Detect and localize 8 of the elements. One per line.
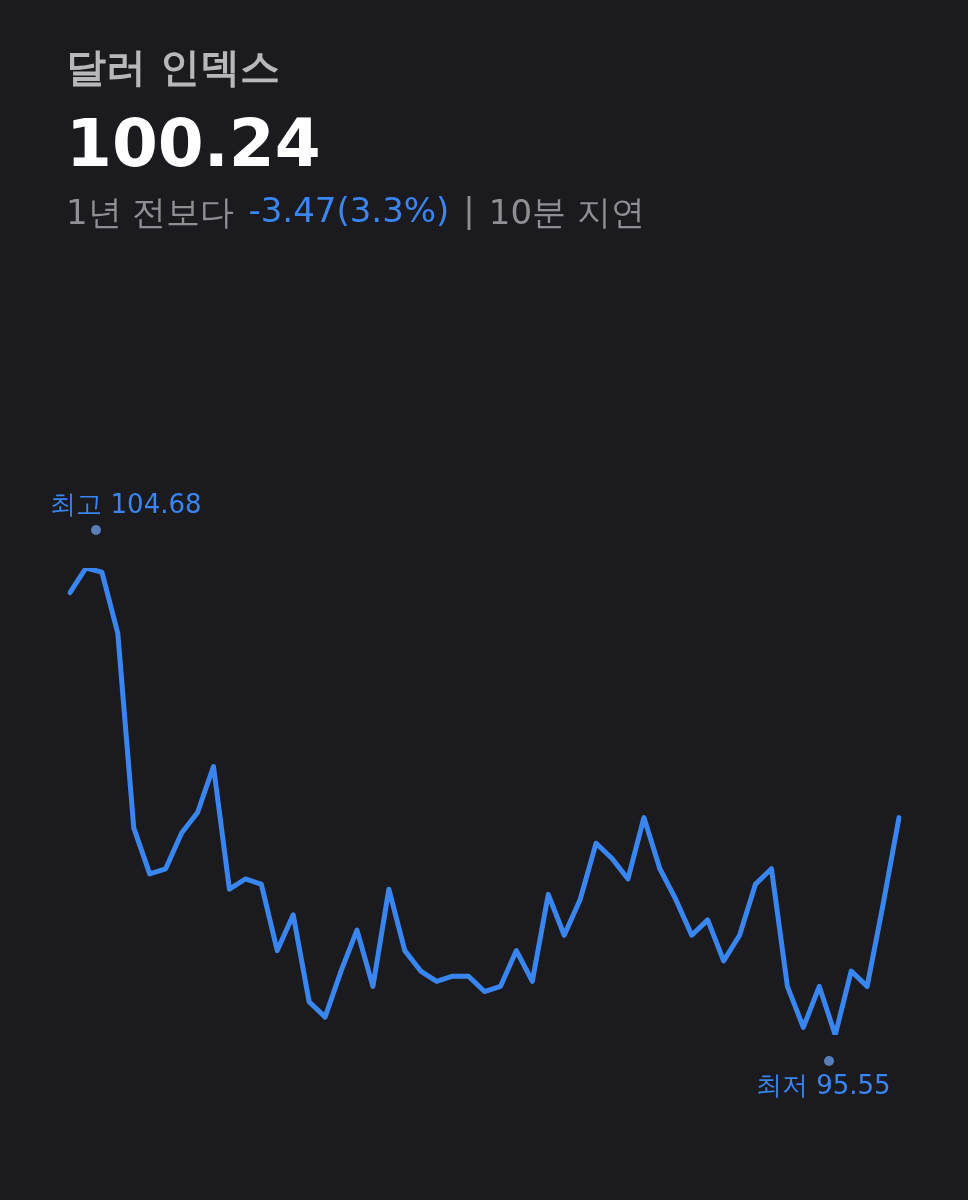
chart-title: 달러 인덱스	[66, 43, 281, 92]
text: 10분 지연	[488, 191, 645, 234]
data-label: 최저 95.55	[755, 1069, 891, 1100]
text: |	[463, 190, 475, 232]
text: 1년 전보다	[66, 191, 235, 234]
data-label: 최고 104.68	[50, 488, 202, 519]
chart-subtitle: 100.24	[66, 105, 322, 182]
text: -3.47(3.3%)	[248, 190, 450, 232]
